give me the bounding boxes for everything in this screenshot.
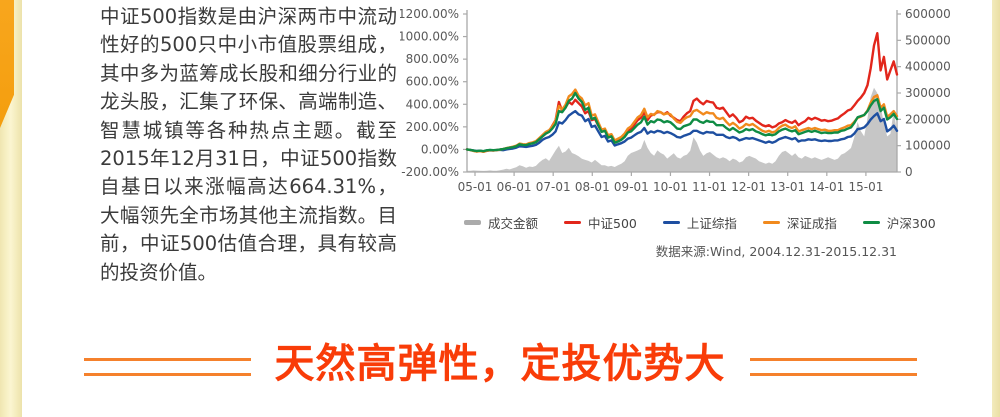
index-performance-chart: 1200.00% 1000.00% 800.00% 600.00% 400.00% 200… (400, 0, 960, 270)
y-left-tick-label: 600.00% (406, 75, 459, 89)
y-right-tick-label: 500000 (905, 33, 951, 47)
x-tick-label: 07-01 (536, 180, 571, 194)
x-tick-label: 12-01 (731, 180, 766, 194)
rule-line (83, 373, 251, 376)
y-left-tick-label: 200.00% (406, 120, 459, 134)
y-right-tick-label: 100000 (905, 139, 951, 153)
chart-legend: 成交金额 中证500 上证综指 深证成指 沪深300 (464, 213, 936, 232)
right-decor-band (992, 0, 1000, 417)
y-left-tick-label: -200.00% (401, 165, 459, 179)
y-right-tick-label: 400000 (905, 60, 951, 74)
legend-item: 上证综指 (662, 213, 737, 232)
y-right-tick-label: 300000 (905, 86, 951, 100)
intro-paragraph: 中证500指数是由沪深两市中流动性好的500只中小市值股票组成，其中多为蓝筹成长… (100, 5, 397, 284)
x-tick-label: 05-01 (458, 180, 493, 194)
volume-area (467, 87, 897, 172)
y-left-tick-label: 400.00% (406, 97, 459, 111)
legend-label: 中证500 (588, 216, 637, 231)
headline-rule-right (749, 358, 917, 376)
y-right-tick-label: 200000 (905, 112, 951, 126)
legend-item: 成交金额 (464, 213, 538, 232)
legend-swatch-中证500 (564, 220, 582, 225)
x-tick-label: 06-01 (497, 180, 532, 194)
x-tick-label: 13-01 (770, 180, 805, 194)
rule-line (83, 358, 251, 361)
rule-line (749, 358, 917, 361)
legend-swatch-深证成指 (762, 220, 780, 225)
legend-item: 深证成指 (762, 213, 837, 232)
legend-swatch-上证综指 (662, 220, 680, 225)
rule-line (749, 373, 917, 376)
y-left-tick-label: 1000.00% (400, 30, 459, 44)
x-tick-label: 15-01 (848, 180, 883, 194)
legend-swatch-成交金额 (464, 220, 481, 225)
x-tick-label: 10-01 (653, 180, 688, 194)
legend-label: 上证综指 (686, 216, 737, 231)
y-right-tick-label: 600000 (905, 7, 951, 21)
section-headline: 天然高弹性，定投优势大 (0, 342, 1000, 386)
legend-item: 中证500 (564, 213, 637, 232)
x-tick-label: 11-01 (692, 180, 727, 194)
x-tick-label: 09-01 (614, 180, 649, 194)
legend-label: 成交金额 (488, 216, 539, 231)
x-tick-label: 08-01 (575, 180, 610, 194)
legend-swatch-沪深300 (862, 220, 880, 225)
y-left-tick-label: 1200.00% (400, 7, 459, 21)
y-right-tick-label: 0 (905, 165, 913, 179)
series-line-上证综指 (465, 109, 899, 153)
left-decor-corner-ribbon (0, 0, 14, 128)
headline-rule-left (83, 358, 251, 376)
legend-item: 沪深300 (862, 213, 936, 232)
x-tick-label: 14-01 (809, 180, 844, 194)
y-left-tick-label: 800.00% (406, 52, 459, 66)
legend-label: 沪深300 (886, 216, 936, 231)
series-line-沪深300 (465, 91, 899, 153)
headline-title: 天然高弹性，定投优势大 (274, 341, 726, 387)
legend-label: 深证成指 (786, 216, 837, 231)
y-left-tick-label: 0.00% (421, 142, 459, 156)
data-source-note: 数据来源:Wind, 2004.12.31-2015.12.31 (655, 244, 897, 259)
chart-canvas: 1200.00% 1000.00% 800.00% 600.00% 400.00% 200… (400, 7, 951, 194)
